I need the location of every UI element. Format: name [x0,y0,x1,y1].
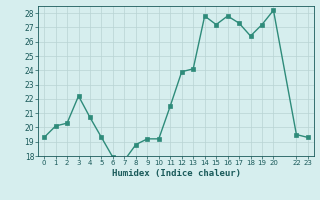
X-axis label: Humidex (Indice chaleur): Humidex (Indice chaleur) [111,169,241,178]
